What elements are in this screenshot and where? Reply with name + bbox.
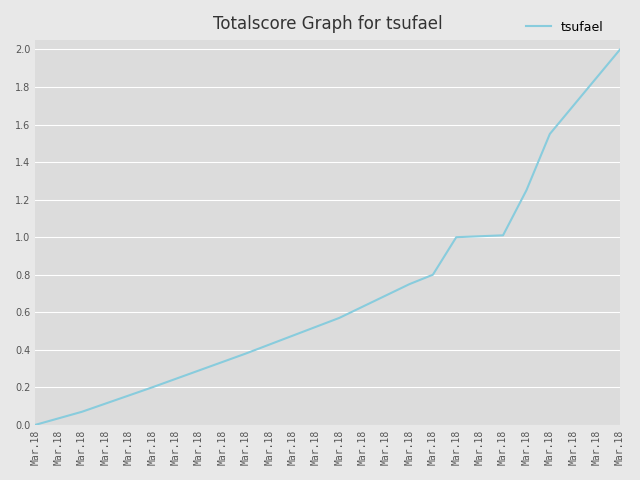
Legend: tsufael: tsufael <box>521 15 609 38</box>
Title: Totalscore Graph for tsufael: Totalscore Graph for tsufael <box>213 15 442 33</box>
tsufael <box>242 351 250 357</box>
tsufael <box>266 342 273 348</box>
tsufael <box>335 315 343 321</box>
tsufael <box>452 234 460 240</box>
tsufael <box>546 131 554 137</box>
tsufael <box>125 393 132 398</box>
tsufael <box>78 409 86 415</box>
tsufael <box>593 75 600 81</box>
tsufael <box>148 384 156 390</box>
tsufael <box>359 304 367 310</box>
tsufael <box>616 47 624 52</box>
tsufael <box>499 232 507 238</box>
tsufael <box>31 422 39 428</box>
tsufael <box>195 368 203 373</box>
tsufael <box>289 333 296 338</box>
tsufael <box>172 376 179 382</box>
tsufael <box>55 415 63 421</box>
tsufael <box>570 103 577 108</box>
tsufael <box>523 187 531 193</box>
tsufael <box>429 272 436 277</box>
tsufael <box>406 281 413 287</box>
tsufael <box>312 324 320 330</box>
tsufael <box>382 292 390 298</box>
tsufael <box>218 359 226 365</box>
tsufael <box>476 233 483 239</box>
tsufael <box>102 401 109 407</box>
Line: tsufael: tsufael <box>35 49 620 425</box>
